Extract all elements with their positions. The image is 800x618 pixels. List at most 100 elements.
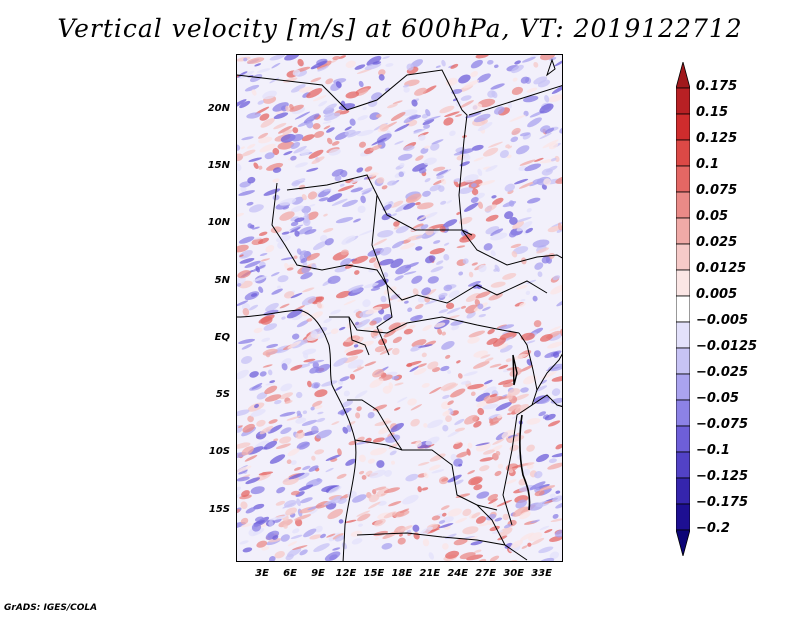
field-cell bbox=[468, 476, 483, 486]
field-cell bbox=[239, 181, 252, 188]
field-cell bbox=[280, 534, 290, 542]
field-cell bbox=[377, 230, 394, 238]
field-cell bbox=[497, 535, 508, 541]
field-cell bbox=[375, 114, 382, 118]
field-cell bbox=[332, 547, 341, 551]
colorbar-label: 0.125 bbox=[696, 131, 738, 146]
field-cell bbox=[494, 64, 499, 69]
colorbar-band bbox=[676, 503, 690, 531]
field-cell bbox=[356, 513, 371, 522]
field-cell bbox=[388, 322, 401, 331]
field-cell bbox=[391, 240, 405, 249]
field-cell bbox=[288, 263, 296, 269]
field-cell bbox=[290, 292, 303, 299]
field-cell bbox=[515, 499, 527, 509]
field-cell bbox=[296, 319, 309, 328]
field-cell bbox=[238, 250, 253, 259]
field-cell bbox=[425, 436, 440, 446]
field-cell bbox=[530, 519, 540, 524]
field-cell bbox=[302, 215, 310, 224]
lon-tick-label: 24E bbox=[447, 568, 469, 579]
field-cell bbox=[302, 287, 315, 293]
field-cell bbox=[261, 337, 271, 342]
colorbar-band bbox=[676, 295, 690, 323]
field-cell bbox=[287, 341, 302, 349]
field-cell bbox=[547, 420, 561, 427]
field-cell bbox=[272, 194, 280, 201]
field-cell bbox=[483, 449, 495, 455]
colorbar-band bbox=[676, 399, 690, 427]
field-cell bbox=[538, 546, 554, 554]
field-cell bbox=[255, 265, 260, 273]
field-cell bbox=[261, 546, 270, 551]
field-cell bbox=[343, 390, 350, 397]
field-cell bbox=[285, 105, 290, 112]
field-cell bbox=[275, 500, 286, 506]
field-cell bbox=[304, 229, 317, 235]
field-cell bbox=[463, 371, 478, 377]
field-cell bbox=[498, 379, 514, 386]
field-cell bbox=[358, 80, 364, 88]
field-cell bbox=[268, 538, 282, 543]
field-cell bbox=[264, 385, 278, 395]
field-cell bbox=[390, 112, 406, 121]
field-cell bbox=[551, 375, 562, 382]
field-cell bbox=[537, 271, 543, 278]
field-cell bbox=[303, 113, 320, 124]
field-cell bbox=[534, 262, 544, 270]
field-cell bbox=[424, 177, 431, 183]
field-cell bbox=[237, 144, 241, 151]
field-cell bbox=[237, 300, 249, 307]
field-cell bbox=[410, 226, 423, 232]
field-cell bbox=[410, 344, 423, 352]
field-cell bbox=[520, 387, 529, 393]
field-cell bbox=[326, 127, 335, 133]
field-cell bbox=[282, 129, 293, 136]
field-cell bbox=[283, 524, 288, 529]
field-cell bbox=[403, 86, 410, 93]
field-cell bbox=[519, 511, 531, 520]
field-cell bbox=[537, 557, 555, 561]
field-cell bbox=[504, 211, 514, 220]
field-cell bbox=[296, 248, 302, 255]
field-cell bbox=[450, 63, 459, 69]
field-cell bbox=[430, 266, 444, 273]
field-cell bbox=[479, 465, 490, 472]
field-cell bbox=[460, 380, 471, 385]
field-cell bbox=[394, 123, 410, 132]
field-cell bbox=[292, 545, 308, 551]
field-cell bbox=[454, 427, 466, 432]
field-cell bbox=[271, 62, 281, 69]
field-cell bbox=[247, 415, 254, 423]
field-cell bbox=[295, 162, 308, 168]
field-cell bbox=[473, 484, 483, 491]
field-cell bbox=[323, 228, 334, 233]
field-cell bbox=[420, 224, 429, 230]
field-cell bbox=[549, 57, 557, 61]
field-cell bbox=[416, 363, 427, 368]
field-cell bbox=[431, 139, 444, 145]
colorbar-label: 0.1 bbox=[696, 157, 720, 172]
field-cell bbox=[274, 399, 282, 405]
field-cell bbox=[417, 486, 422, 493]
field-cell bbox=[269, 454, 286, 464]
field-cell bbox=[259, 113, 270, 121]
field-cell bbox=[334, 266, 348, 273]
field-cell bbox=[526, 444, 535, 452]
colorbar-label: 0.005 bbox=[696, 287, 738, 302]
field-cell bbox=[482, 306, 491, 311]
field-cell bbox=[458, 187, 473, 194]
field-cell bbox=[238, 425, 243, 428]
field-cell bbox=[290, 155, 297, 161]
map-panel bbox=[236, 54, 563, 562]
field-cell bbox=[539, 485, 556, 491]
field-cell bbox=[246, 57, 265, 64]
field-cell bbox=[371, 137, 387, 146]
field-cell bbox=[462, 526, 479, 535]
field-cell bbox=[495, 450, 501, 456]
field-cell bbox=[300, 272, 313, 280]
field-cell bbox=[341, 542, 348, 550]
field-cell bbox=[307, 380, 312, 388]
field-cell bbox=[241, 149, 256, 157]
field-cell bbox=[427, 276, 439, 284]
